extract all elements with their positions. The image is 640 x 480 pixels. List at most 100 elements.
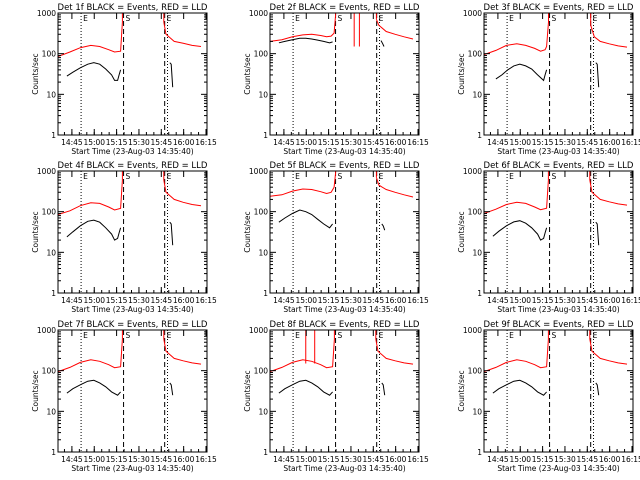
marker-label: E <box>593 14 598 23</box>
x-tick-label: 16:00 <box>385 296 407 305</box>
marker-label: E <box>593 172 598 181</box>
y-tick-label: 1000 <box>37 9 56 18</box>
x-axis-label: Start Time (23-Aug-03 14:35:40) <box>71 147 193 156</box>
lld-saturation <box>335 13 377 20</box>
lld-series-post <box>375 19 414 40</box>
plot-frame <box>269 329 420 453</box>
marker-label: S <box>126 331 131 340</box>
lld-series-pre <box>484 21 549 56</box>
plot-frame <box>269 12 420 136</box>
y-axis-label: Counts/sec <box>31 211 40 252</box>
y-axis-label: Counts/sec <box>243 53 252 94</box>
y-tick-label: 10 <box>46 407 56 416</box>
x-tick-label: 15:45 <box>362 296 384 305</box>
x-tick-label: 15:30 <box>554 455 576 464</box>
x-tick-label: 15:15 <box>532 455 554 464</box>
x-tick-label: 14:45 <box>487 455 509 464</box>
events-series-pre <box>492 220 548 241</box>
y-tick-label: 1 <box>477 289 482 298</box>
x-tick-label: 15:00 <box>83 138 105 147</box>
x-tick-label: 15:15 <box>106 296 128 305</box>
marker-label: E <box>167 14 172 23</box>
plot-area <box>58 13 202 135</box>
x-axis-label: Start Time (23-Aug-03 14:35:40) <box>283 464 405 473</box>
x-tick-label: 15:45 <box>362 455 384 464</box>
x-tick-label: 16:15 <box>407 138 429 147</box>
plot-area <box>270 330 414 452</box>
plot-area <box>58 330 202 452</box>
lld-saturation <box>547 171 591 180</box>
x-tick-label: 16:15 <box>195 138 217 147</box>
panel-title: Det 9f BLACK = Events, RED = LLD <box>484 320 634 330</box>
x-tick-label: 15:15 <box>106 138 128 147</box>
lld-series-post <box>375 177 414 198</box>
plot-frame <box>57 170 208 294</box>
marker-label: S <box>126 14 131 23</box>
y-tick-label: 100 <box>42 367 57 376</box>
y-tick-label: 1 <box>263 131 268 140</box>
y-tick-label: 10 <box>472 90 482 99</box>
x-tick-label: 14:45 <box>487 138 509 147</box>
y-tick-label: 100 <box>42 208 57 217</box>
x-tick-label: 15:30 <box>554 296 576 305</box>
panel-title: Det 1f BLACK = Events, RED = LLD <box>58 3 208 13</box>
y-tick-label: 1000 <box>463 326 482 335</box>
x-tick-label: 15:00 <box>83 455 105 464</box>
y-tick-label: 100 <box>254 50 269 59</box>
marker-label: E <box>295 14 300 23</box>
x-tick-label: 15:00 <box>83 296 105 305</box>
y-axis-label: Counts/sec <box>457 211 466 252</box>
lld-saturation <box>547 330 591 339</box>
x-tick-label: 14:45 <box>61 455 83 464</box>
x-tick-label: 14:45 <box>273 138 295 147</box>
marker-label: E <box>83 14 88 23</box>
x-axis-label: Start Time (23-Aug-03 14:35:40) <box>71 305 193 314</box>
marker-label: E <box>379 172 384 181</box>
lld-series-post <box>590 25 628 48</box>
x-tick-label: 14:45 <box>61 296 83 305</box>
x-tick-label: 15:30 <box>340 296 362 305</box>
x-tick-label: 16:00 <box>385 455 407 464</box>
x-tick-label: 15:15 <box>318 296 340 305</box>
x-tick-label: 15:30 <box>128 296 150 305</box>
events-series-pre <box>492 379 547 396</box>
marker-label: E <box>295 172 300 181</box>
y-tick-label: 100 <box>468 50 483 59</box>
lld-series-pre <box>484 338 549 373</box>
events-series-post <box>169 221 174 246</box>
x-tick-label: 16:15 <box>621 455 640 464</box>
x-tick-label: 15:15 <box>532 296 554 305</box>
y-tick-label: 100 <box>254 367 269 376</box>
lld-series-post <box>375 338 414 365</box>
x-tick-label: 14:45 <box>273 296 295 305</box>
y-tick-label: 10 <box>258 407 268 416</box>
x-tick-label: 16:00 <box>173 138 195 147</box>
x-axis-label: Start Time (23-Aug-03 14:35:40) <box>71 464 193 473</box>
events-series-post <box>381 223 386 231</box>
x-tick-label: 14:45 <box>61 138 83 147</box>
lld-series-pre <box>270 172 337 197</box>
panel-title: Det 8f BLACK = Events, RED = LLD <box>270 320 420 330</box>
panel-title: Det 6f BLACK = Events, RED = LLD <box>484 161 634 171</box>
marker-label: S <box>338 14 343 23</box>
lld-saturation <box>333 330 377 339</box>
y-tick-label: 10 <box>472 248 482 257</box>
x-axis-label: Start Time (23-Aug-03 14:35:40) <box>497 464 619 473</box>
y-tick-label: 10 <box>472 407 482 416</box>
y-tick-label: 10 <box>258 90 268 99</box>
panel-title: Det 2f BLACK = Events, RED = LLD <box>270 3 420 13</box>
lld-saturation <box>121 330 165 339</box>
x-tick-label: 15:00 <box>295 455 317 464</box>
x-tick-label: 15:15 <box>532 138 554 147</box>
x-tick-label: 14:45 <box>273 455 295 464</box>
y-axis-label: Counts/sec <box>31 370 40 411</box>
y-axis-label: Counts/sec <box>457 53 466 94</box>
lld-series-post <box>163 21 202 47</box>
lld-series-pre <box>58 21 123 57</box>
